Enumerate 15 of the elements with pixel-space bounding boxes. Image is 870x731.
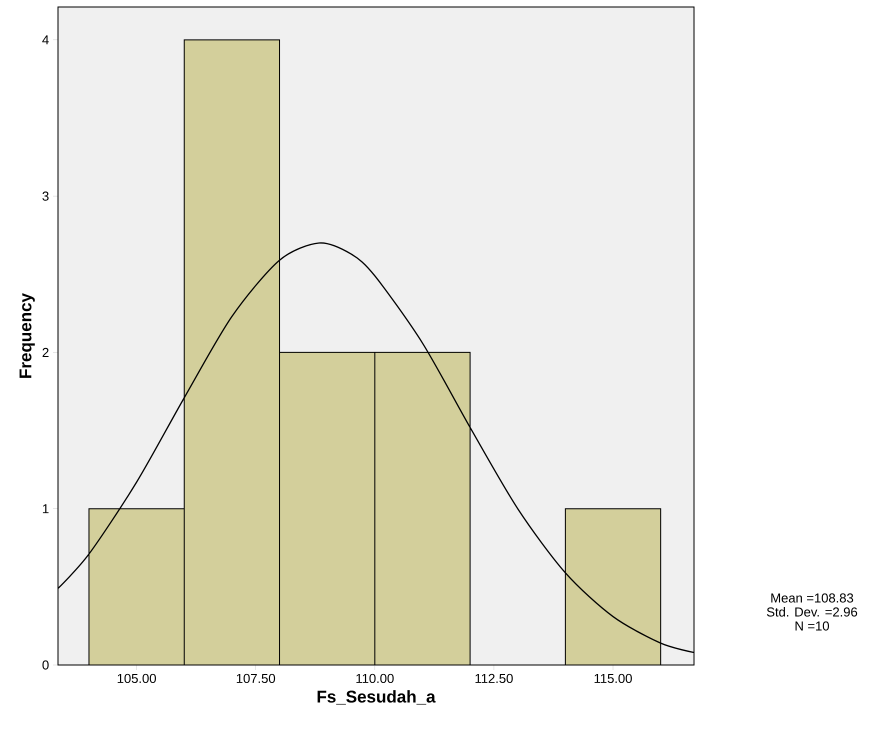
- x-axis-title: Fs_Sesudah_a: [318, 690, 436, 705]
- y-tick-label: 3: [42, 192, 49, 201]
- y-tick-label: 0: [42, 660, 49, 670]
- y-tick-label: 4: [42, 35, 49, 44]
- x-tick-label: 105.00: [118, 674, 156, 684]
- x-tick-label: 110.00: [356, 674, 394, 684]
- x-tick-label: 107.50: [236, 674, 276, 684]
- y-axis-title: Frequency: [20, 293, 35, 378]
- text: Mean =108.83: [771, 593, 854, 603]
- x-tick-label: 115.00: [594, 674, 632, 684]
- y-tick-label: 1: [42, 504, 49, 514]
- x-tick-label: 112.50: [476, 674, 513, 684]
- text: N =10: [796, 621, 830, 631]
- text: Std. Dev. =2.96: [766, 607, 858, 617]
- y-tick-label: 2: [42, 348, 49, 357]
